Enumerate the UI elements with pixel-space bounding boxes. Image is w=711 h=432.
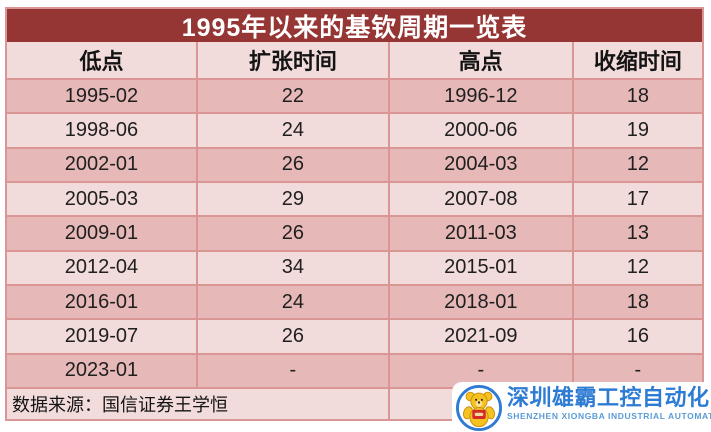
- brand-name-en: SHENZHEN XIONGBA INDUSTRIAL AUTOMATION: [507, 411, 711, 421]
- table-cell: 12: [626, 153, 649, 176]
- table-row: 2016-01 24 2018-01 18: [7, 285, 702, 321]
- table-cell: 18: [626, 290, 649, 313]
- table-cell: 26: [198, 217, 390, 250]
- table-row: 1998-06 24 2000-06 19: [7, 114, 702, 149]
- table-cell: 2023-01: [7, 354, 198, 387]
- table-cell: -: [198, 354, 390, 387]
- table-title: 1995年以来的基钦周期一览表: [7, 9, 702, 42]
- table-cell: 2018-01: [390, 285, 574, 319]
- table-cell: 24: [198, 114, 390, 147]
- table-cell: 1995-02: [7, 80, 198, 113]
- table-cell: 12: [626, 256, 649, 279]
- table-row: 2012-04 34 2015-01 12: [7, 251, 702, 286]
- table-cell: 2007-08: [390, 182, 574, 216]
- table-cell: 2004-03: [390, 148, 574, 181]
- table-cell: 2015-01: [390, 251, 574, 284]
- table-cell: 2019-07: [7, 320, 198, 353]
- table-cell: 2021-09: [390, 320, 574, 353]
- data-source-note: 数据来源：国信证券王学恒: [7, 389, 390, 419]
- table-cell: 1996-12: [390, 80, 574, 113]
- table-cell: 2005-03: [7, 182, 198, 216]
- table-row: 2019-07 26 2021-09 16: [7, 320, 702, 355]
- table-cell: 2011-03: [390, 217, 574, 250]
- table-cell: 22: [198, 80, 390, 113]
- brand-name-cn: 深圳雄霸工控自动化: [507, 385, 710, 410]
- table-row: 2002-01 26 2004-03 12: [7, 148, 702, 183]
- table-cell: 19: [626, 118, 649, 141]
- table-cell: 16: [626, 324, 649, 347]
- table-cell: 2009-01: [7, 217, 198, 250]
- table-cell: 2012-04: [7, 251, 198, 284]
- table-row: 1995-02 22 1996-12 18: [7, 80, 702, 115]
- col-header-high-point: 高点: [390, 42, 574, 78]
- table-cell: 18: [626, 84, 649, 107]
- kitchin-cycle-table: 1995年以来的基钦周期一览表 低点 扩张时间 高点 收缩时间 1995-02 2…: [5, 7, 704, 421]
- col-header-expansion-months: 扩张时间: [198, 42, 390, 78]
- table-row: 2009-01 26 2011-03 13: [7, 217, 702, 252]
- table-cell: 34: [198, 251, 390, 284]
- table-cell: 1998-06: [7, 114, 198, 147]
- table-cell: 24: [198, 285, 390, 319]
- table-cell: 2002-01: [7, 148, 198, 181]
- table-cell: 17: [626, 187, 649, 210]
- table-cell: 13: [626, 221, 649, 244]
- table-cell: 29: [198, 182, 390, 216]
- table-row: 2023-01- - -: [7, 354, 702, 389]
- table-cell: -: [390, 354, 574, 387]
- brand-text-block: 深圳雄霸工控自动化 SHENZHEN XIONGBA INDUSTRIAL AU…: [507, 385, 711, 422]
- table-cell: -: [634, 359, 642, 382]
- col-header-contraction-months: 收缩时间: [593, 49, 682, 74]
- table-header-row: 低点 扩张时间 高点 收缩时间: [7, 42, 702, 80]
- table-cell: 26: [198, 148, 390, 181]
- table-row: 2005-03 29 2007-08 17: [7, 182, 702, 218]
- watermark-brand: 深圳雄霸工控自动化 SHENZHEN XIONGBA INDUSTRIAL AU…: [452, 382, 711, 432]
- table-rows: 1995-02 22 1996-12 18 1998-06 24 2000-06 19 2002…: [7, 80, 702, 389]
- xiongba-bear-logo-icon: [456, 385, 502, 431]
- table-cell: 2016-01: [7, 285, 198, 319]
- table-cell: 2000-06: [390, 114, 574, 147]
- col-header-low-point: 低点: [7, 42, 198, 78]
- table-cell: 26: [198, 320, 390, 353]
